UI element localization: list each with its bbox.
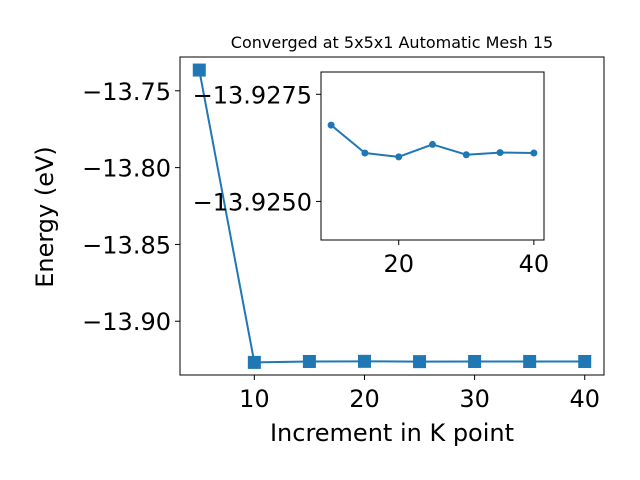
main-x-tick-label: 10 [239, 385, 270, 413]
main-y-tick-label: −13.75 [82, 78, 171, 106]
inset-data-point [327, 121, 335, 129]
y-axis-label: Energy (eV) [31, 146, 59, 288]
main-data-point [468, 354, 482, 368]
main-data-point [302, 354, 316, 368]
inset-axes-frame [320, 71, 545, 241]
inset-plot: 20 40 −13.9275 −13.9250 [193, 71, 550, 278]
x-axis-label: Increment in K point [270, 419, 514, 447]
main-series-line [198, 69, 585, 364]
main-y-tick-label: −13.90 [82, 308, 171, 336]
main-data-point [192, 63, 206, 77]
main-data-point [247, 355, 261, 369]
main-x-tick-label: 30 [459, 385, 490, 413]
inset-data-point [496, 149, 504, 157]
main-data-point [523, 354, 537, 368]
main-data-point [578, 354, 592, 368]
inset-x-tick-label: 20 [383, 250, 414, 278]
inset-data-point [429, 140, 436, 148]
main-x-tick-label: 40 [569, 385, 600, 413]
main-data-point [357, 354, 371, 368]
inset-y-tick-label: −13.9250 [193, 188, 312, 216]
inset-x-tick-label: 40 [519, 250, 550, 278]
main-data-point [413, 355, 427, 369]
inset-data-point [530, 149, 538, 157]
main-x-tick-label: 20 [349, 385, 380, 413]
chart-title: Converged at 5x5x1 Automatic Mesh 15 [231, 33, 553, 52]
main-y-tick-label: −13.85 [82, 231, 171, 259]
inset-data-point [462, 151, 470, 159]
inset-data-point [361, 149, 369, 157]
inset-data-point [395, 153, 403, 161]
main-y-tick-label: −13.80 [82, 155, 171, 183]
inset-y-tick-label: −13.9275 [193, 81, 312, 109]
